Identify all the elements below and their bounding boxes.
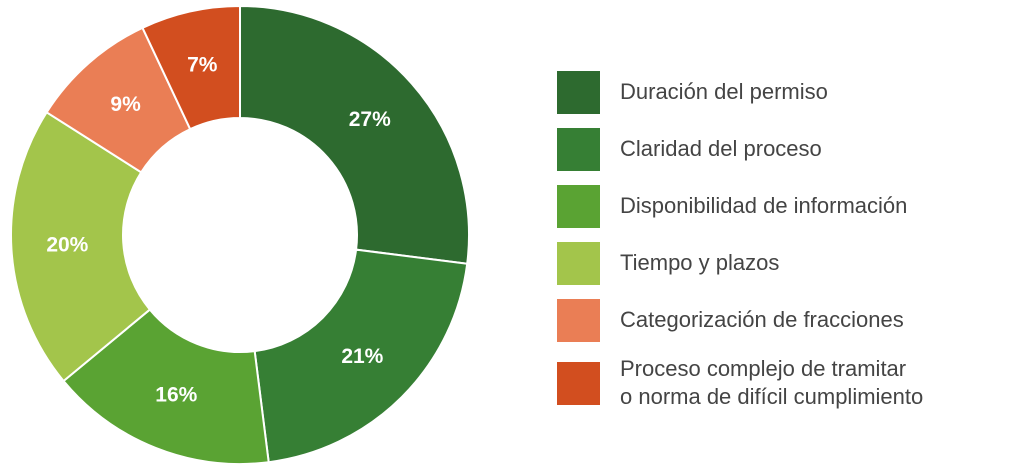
data-label: 20%: [46, 233, 88, 256]
data-label: 27%: [349, 108, 391, 131]
data-label: 16%: [155, 383, 197, 406]
slice: [10, 110, 152, 383]
legend-label: Disponibilidad de información: [620, 193, 908, 218]
data-label: 21%: [341, 345, 383, 368]
legend-label: Claridad del proceso: [620, 136, 822, 161]
legend-swatch: [557, 361, 600, 405]
legend-swatch: [557, 70, 600, 114]
legend-label: Proceso complejo de tramitar o norma de …: [620, 356, 924, 409]
legend-label: Categorización de fracciones: [620, 307, 904, 332]
slice: [62, 308, 270, 464]
legend-item: Proceso complejo de tramitar o norma de …: [557, 355, 923, 411]
legend-swatch: [557, 298, 600, 342]
legend-swatch: [557, 184, 600, 228]
legend-item: Categorización de fracciones: [557, 298, 923, 342]
legend-item: Duración del permiso: [557, 70, 923, 114]
legend-label: Duración del permiso: [620, 79, 828, 104]
legend-swatch: [557, 127, 600, 171]
slice: [141, 4, 241, 131]
data-label: 9%: [110, 93, 141, 116]
legend: Duración del permiso Claridad del proceso…: [557, 70, 923, 424]
slice: [239, 4, 470, 265]
legend-item: Disponibilidad de información: [557, 184, 923, 228]
data-label: 7%: [187, 54, 218, 77]
slice: [253, 248, 469, 464]
legend-label: Tiempo y plazos: [620, 250, 780, 275]
legend-item: Claridad del proceso: [557, 127, 923, 171]
donut: 27% 21% 16% 20% 9% 7%: [10, 4, 470, 464]
legend-swatch: [557, 241, 600, 285]
legend-item: Tiempo y plazos: [557, 241, 923, 285]
